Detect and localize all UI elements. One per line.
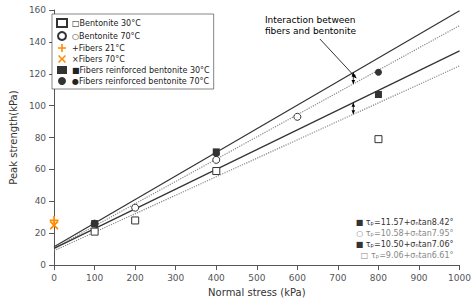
svg-text:400: 400 [208,273,225,283]
svg-text:500: 500 [248,273,265,283]
svg-text:fibers and bentonite: fibers and bentonite [265,26,357,36]
svg-text:■ τₚ=11.57+σₙtan8.42°: ■ τₚ=11.57+σₙtan8.42° [356,218,454,227]
svg-text:160: 160 [29,5,46,15]
svg-text:100: 100 [29,101,46,111]
svg-text:○ τₚ=10.58+σₙtan7.95°: ○ τₚ=10.58+σₙtan7.95° [356,229,453,238]
svg-text:60: 60 [35,164,47,174]
svg-text:300: 300 [167,273,184,283]
svg-text:140: 140 [29,37,46,47]
svg-text:■Fibers reinforced bentonite 3: ■Fibers reinforced bentonite 30°C [72,66,210,75]
svg-text:100: 100 [86,273,103,283]
svg-text:120: 120 [29,69,46,79]
svg-text:×Fibers 70°C: ×Fibers 70°C [72,55,125,64]
svg-text:1000: 1000 [448,273,471,283]
svg-text:□Bentonite 30°C: □Bentonite 30°C [72,19,141,28]
svg-text:Interaction between: Interaction between [265,15,356,25]
svg-text:800: 800 [370,273,387,283]
svg-text:□ τₚ=9.06+σₙtan6.61°: □ τₚ=9.06+σₙtan6.61° [361,251,454,260]
svg-text:700: 700 [329,273,346,283]
svg-text:80: 80 [35,133,47,143]
svg-text:600: 600 [289,273,306,283]
svg-text:+Fibers 21°C: +Fibers 21°C [72,44,125,53]
svg-text:200: 200 [127,273,144,283]
svg-text:40: 40 [35,196,47,206]
svg-text:0: 0 [40,260,46,270]
svg-text:Normal stress (kPa): Normal stress (kPa) [208,287,306,298]
svg-text:900: 900 [410,273,427,283]
svg-text:○Bentonite 70°C: ○Bentonite 70°C [72,32,141,41]
svg-text:0: 0 [51,273,57,283]
svg-text:Peak strength(kPa): Peak strength(kPa) [8,90,19,184]
svg-text:■ τₚ=10.50+σₙtan7.06°: ■ τₚ=10.50+σₙtan7.06° [356,240,454,249]
svg-text:●Fibers reinforced bentonite 7: ●Fibers reinforced bentonite 70°C [72,77,209,86]
svg-text:20: 20 [35,228,47,238]
